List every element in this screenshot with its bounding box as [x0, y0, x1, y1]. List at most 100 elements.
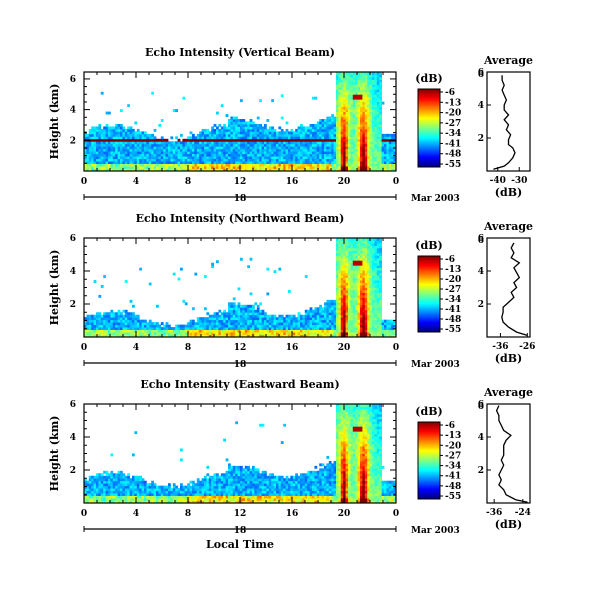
heatmap-cell — [374, 156, 378, 160]
heatmap-cell — [223, 123, 226, 127]
heatmap-cell — [369, 138, 373, 142]
heatmap-cell — [290, 131, 294, 135]
heatmap-cell — [352, 314, 356, 318]
heatmap-cell — [369, 255, 373, 259]
heatmap-cell — [124, 156, 128, 160]
heatmap-cell — [115, 128, 118, 132]
heatmap-cell — [357, 128, 361, 132]
heatmap-cell — [336, 255, 339, 259]
heatmap-cell — [160, 146, 164, 150]
heatmap-cell — [156, 334, 159, 338]
heatmap-cell — [139, 136, 142, 140]
heatmap-cell — [357, 257, 361, 261]
heatmap-cell — [316, 309, 320, 313]
heatmap-cell — [163, 166, 166, 169]
heatmap-cell — [336, 109, 339, 113]
heatmap-cell — [278, 131, 282, 135]
heatmap-cell — [319, 158, 322, 162]
colorbar-swatch — [418, 305, 440, 308]
heatmap-cell — [240, 332, 243, 335]
heatmap-cell — [372, 166, 375, 169]
heatmap-cell — [242, 153, 246, 157]
heatmap-cell — [124, 324, 128, 328]
heatmap-cell — [276, 319, 279, 323]
heatmap-cell — [345, 168, 349, 172]
heatmap-cell — [136, 163, 140, 167]
heatmap-cell — [139, 327, 142, 330]
heatmap-cell — [367, 156, 370, 160]
heatmap-cell — [247, 161, 250, 164]
heatmap-cell — [288, 161, 291, 164]
heatmap-cell — [261, 148, 265, 152]
heatmap-cell — [213, 324, 217, 328]
heatmap-cell — [110, 158, 114, 162]
heatmap-cell — [345, 119, 349, 122]
heatmap-cell — [112, 141, 116, 145]
heatmap-cell — [129, 327, 133, 330]
heatmap-cell — [280, 317, 284, 321]
heatmap-cell — [319, 307, 322, 311]
heatmap-cell — [304, 131, 308, 135]
heatmap-cell — [369, 282, 373, 286]
heatmap-cell — [379, 317, 382, 321]
heatmap-cell — [384, 322, 387, 326]
heatmap-cell — [88, 498, 92, 501]
heatmap-cell — [376, 151, 380, 155]
heatmap-cell — [355, 257, 358, 261]
heatmap-cell — [280, 131, 284, 135]
heatmap-cell — [321, 126, 325, 130]
heatmap-cell — [360, 238, 363, 241]
heatmap-cell — [115, 327, 118, 330]
heatmap-cell — [98, 495, 102, 499]
heatmap-cell — [343, 289, 346, 293]
heatmap-cell — [259, 153, 262, 157]
heatmap-cell — [148, 322, 152, 326]
heatmap-cell — [100, 166, 104, 169]
heatmap-cell — [348, 265, 351, 269]
heatmap-cell — [343, 238, 346, 241]
heatmap-cell — [201, 153, 205, 157]
colorbar: (dB)-6-13-20-27-34-41-48-55 — [415, 72, 461, 170]
heatmap-cell — [115, 126, 118, 130]
heatmap-cell — [232, 126, 236, 130]
heatmap-cell — [338, 238, 342, 241]
heatmap-cell — [328, 307, 332, 311]
heatmap-cell — [340, 309, 344, 313]
heatmap-cell — [91, 329, 94, 333]
heatmap-cell — [93, 128, 97, 132]
heatmap-cell — [312, 131, 315, 135]
heatmap-cell — [319, 319, 322, 323]
heatmap-cell — [211, 153, 214, 157]
heatmap-cell — [369, 247, 373, 251]
heatmap-cell — [288, 314, 291, 318]
heatmap-cell — [124, 143, 128, 147]
heatmap-cell — [280, 319, 284, 323]
heatmap-cell — [266, 334, 270, 338]
heatmap-cell — [336, 121, 339, 125]
heatmap-cell — [259, 99, 262, 103]
heatmap-cell — [112, 148, 116, 152]
heatmap-cell — [333, 148, 337, 152]
heatmap-cell — [348, 250, 351, 254]
heatmap-cell — [129, 158, 133, 162]
heatmap-cell — [331, 329, 334, 333]
heatmap-cell — [264, 156, 267, 160]
heatmap-cell — [302, 141, 306, 145]
heatmap-cell — [343, 151, 346, 155]
heatmap-cell — [300, 141, 303, 145]
heatmap-cell — [230, 153, 234, 157]
heatmap-cell — [355, 131, 358, 135]
heatmap-cell — [357, 280, 361, 283]
heatmap-cell — [228, 324, 231, 328]
heatmap-cell — [256, 143, 260, 147]
heatmap-cell — [88, 485, 92, 489]
heatmap-cell — [100, 161, 104, 164]
heatmap-cell — [220, 104, 224, 108]
heatmap-cell — [235, 158, 238, 162]
heatmap-cell — [345, 79, 349, 83]
heatmap-cell — [379, 168, 382, 172]
average-y-tick-label: 6 — [478, 68, 484, 78]
heatmap-cell — [220, 143, 224, 147]
heatmap-cell — [259, 148, 262, 152]
heatmap-cell — [230, 158, 234, 162]
